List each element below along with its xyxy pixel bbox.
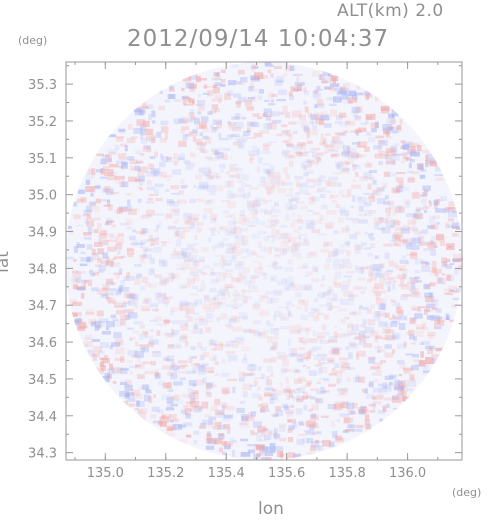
y-axis-unit: (deg) [18,34,48,47]
y-tick-label: 35.2 [28,115,57,130]
x-axis-label: lon [258,499,284,519]
x-axis-ticks: 135.0 135.2 135.4 135.6 135.8 136.0 [74,62,439,481]
chart-title-timestamp: 2012/09/14 10:04:37 [127,26,390,52]
x-axis-unit: (deg) [452,486,482,499]
x-tick-label: 135.6 [268,466,305,481]
x-tick-label: 135.8 [329,466,366,481]
x-tick-label: 135.2 [147,466,184,481]
y-tick-label: 34.3 [28,447,57,462]
x-tick-label: 135.0 [87,466,124,481]
y-axis-ticks: 34.3 34.4 34.5 34.6 34.7 34.8 34.9 35.0 35.1 35.2… [28,65,462,462]
y-tick-label: 35.0 [28,189,57,204]
y-tick-label: 34.4 [28,410,57,425]
x-tick-label: 136.0 [389,466,426,481]
altitude-label: ALT(km) 2.0 [337,1,444,21]
x-tick-label: 135.4 [208,466,245,481]
y-tick-label: 34.6 [28,336,57,351]
y-tick-label: 35.1 [28,152,57,167]
y-tick-label: 35.3 [28,78,57,93]
radar-field [65,62,463,460]
speckle-layer [65,62,463,460]
y-tick-label: 34.5 [28,373,57,388]
y-tick-label: 34.8 [28,262,57,277]
y-tick-label: 34.7 [28,299,57,314]
coverage-disc [65,62,463,460]
plot-frame [65,61,463,461]
y-tick-label: 34.9 [28,226,57,241]
